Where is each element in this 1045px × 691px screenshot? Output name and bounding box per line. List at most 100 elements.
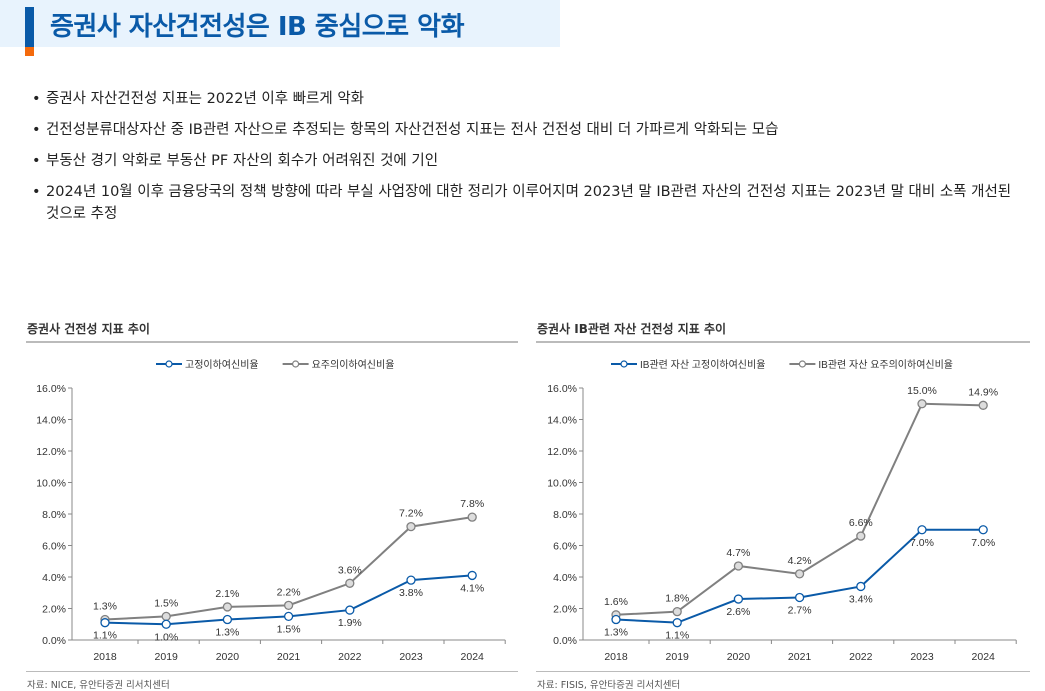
x-tick-label: 2024 — [461, 651, 485, 663]
legend-marker — [292, 360, 300, 368]
data-point — [611, 614, 621, 625]
data-label: 2.7% — [788, 604, 812, 616]
y-tick-label: 8.0% — [553, 509, 577, 521]
data-label: 6.6% — [849, 517, 873, 529]
y-tick-label: 4.0% — [553, 572, 577, 584]
legend-label: IB관련 자산 요주의이하여신비율 — [818, 358, 953, 371]
data-label: 3.8% — [399, 587, 423, 599]
y-tick-label: 4.0% — [42, 572, 66, 584]
data-point — [283, 600, 294, 611]
data-label: 1.5% — [154, 597, 178, 609]
y-tick-label: 16.0% — [547, 383, 577, 395]
bullet-item: 2024년 10월 이후 금융당국의 정책 방향에 따라 부실 사업장에 대한 … — [32, 181, 1022, 225]
data-point — [283, 611, 294, 622]
data-label: 4.1% — [460, 582, 484, 594]
y-tick-label: 6.0% — [553, 541, 577, 553]
data-point — [978, 525, 988, 535]
data-point — [161, 611, 171, 622]
chart-title-right: 증권사 IB관련 자산 건전성 지표 추이 — [537, 322, 727, 336]
x-tick-label: 2024 — [972, 651, 996, 663]
data-label: 1.1% — [665, 630, 689, 642]
data-label: 4.7% — [726, 547, 750, 559]
y-tick-label: 12.0% — [36, 446, 66, 458]
data-point — [406, 521, 416, 532]
data-label: 1.3% — [215, 627, 239, 639]
data-point — [856, 581, 866, 592]
chart-title-left: 증권사 건전성 지표 추이 — [27, 322, 150, 336]
title-bar — [0, 0, 560, 47]
y-tick-label: 16.0% — [36, 383, 66, 395]
x-tick-label: 2018 — [604, 651, 628, 663]
data-point — [672, 618, 682, 628]
chart-left: 0.0% 2.0% 4.0% 6.0% 8.0% 10.0% 12.0% 14.0% 16.0%… — [36, 358, 506, 663]
legend-marker — [798, 360, 807, 368]
data-label: 1.3% — [93, 601, 117, 613]
data-label: 7.8% — [460, 498, 484, 510]
data-point — [794, 569, 805, 579]
divider — [536, 671, 1030, 672]
y-tick-label: 2.0% — [553, 604, 577, 616]
legend-label: 고정이하여신비율 — [185, 358, 259, 371]
data-label: 4.2% — [788, 555, 812, 567]
data-point — [161, 619, 171, 629]
x-tick-label: 2019 — [155, 651, 179, 663]
data-label: 3.6% — [338, 564, 362, 576]
data-label: 2.6% — [726, 606, 750, 618]
x-tick-label: 2021 — [277, 651, 301, 663]
data-point — [978, 400, 988, 410]
data-point — [222, 614, 233, 625]
x-tick-label: 2022 — [849, 651, 873, 663]
x-tick-label: 2023 — [910, 651, 934, 663]
data-label: 7.0% — [910, 537, 934, 549]
data-label: 1.0% — [154, 631, 178, 643]
y-tick-label: 6.0% — [42, 541, 66, 553]
legend-marker — [165, 360, 173, 368]
data-label: 14.9% — [968, 386, 998, 398]
series-line — [615, 402, 984, 616]
data-label: 1.5% — [277, 623, 301, 635]
data-label: 2.2% — [277, 586, 301, 598]
data-point — [222, 602, 233, 612]
legend-label: 요주의이하여신비율 — [312, 358, 395, 371]
divider — [536, 341, 1030, 343]
data-point — [917, 525, 927, 535]
x-tick-label: 2020 — [216, 651, 240, 663]
data-point — [467, 570, 477, 581]
y-tick-label: 0.0% — [553, 635, 577, 647]
y-tick-label: 10.0% — [36, 478, 66, 490]
bullet-list: 증권사 자산건전성 지표는 2022년 이후 빠르게 악화 건전성분류대상자산 … — [32, 88, 1022, 234]
data-point — [467, 512, 477, 522]
data-label: 1.9% — [338, 617, 362, 629]
page-title: 증권사 자산건전성은 IB 중심으로 악화 — [50, 12, 465, 42]
legend-marker — [620, 360, 628, 368]
data-point — [856, 531, 866, 541]
y-tick-label: 14.0% — [36, 415, 66, 427]
bullet-item: 증권사 자산건전성 지표는 2022년 이후 빠르게 악화 — [32, 88, 1022, 110]
y-tick-label: 10.0% — [547, 478, 577, 490]
y-tick-label: 2.0% — [42, 604, 66, 616]
bullet-item: 부동산 경기 악화로 부동산 PF 자산의 회수가 어려워진 것에 기인 — [32, 150, 1022, 172]
y-tick-label: 12.0% — [547, 446, 577, 458]
y-tick-label: 8.0% — [42, 509, 66, 521]
data-point — [733, 594, 744, 604]
x-tick-label: 2019 — [666, 651, 690, 663]
divider — [26, 671, 518, 672]
data-point — [794, 592, 805, 603]
title-accent-bar — [25, 7, 34, 47]
y-tick-label: 0.0% — [42, 635, 66, 647]
x-tick-label: 2023 — [399, 651, 423, 663]
data-point — [406, 575, 416, 585]
data-label: 1.1% — [93, 630, 117, 642]
y-tick-label: 14.0% — [547, 415, 577, 427]
data-point — [345, 605, 355, 615]
data-label: 2.1% — [215, 588, 239, 600]
title-accent-square — [25, 47, 34, 56]
x-tick-label: 2020 — [727, 651, 751, 663]
data-label: 7.2% — [399, 508, 423, 520]
x-tick-label: 2022 — [338, 651, 362, 663]
divider — [26, 341, 518, 343]
data-point — [733, 561, 744, 571]
bullet-item: 건전성분류대상자산 중 IB관련 자산으로 추정되는 항목의 자산건전성 지표는… — [32, 119, 1022, 141]
legend-label: IB관련 자산 고정이하여신비율 — [640, 358, 765, 371]
chart-right: 0.0% 2.0% 4.0% 6.0% 8.0% 10.0% 12.0% 14.0% 16.0%… — [547, 358, 1017, 663]
